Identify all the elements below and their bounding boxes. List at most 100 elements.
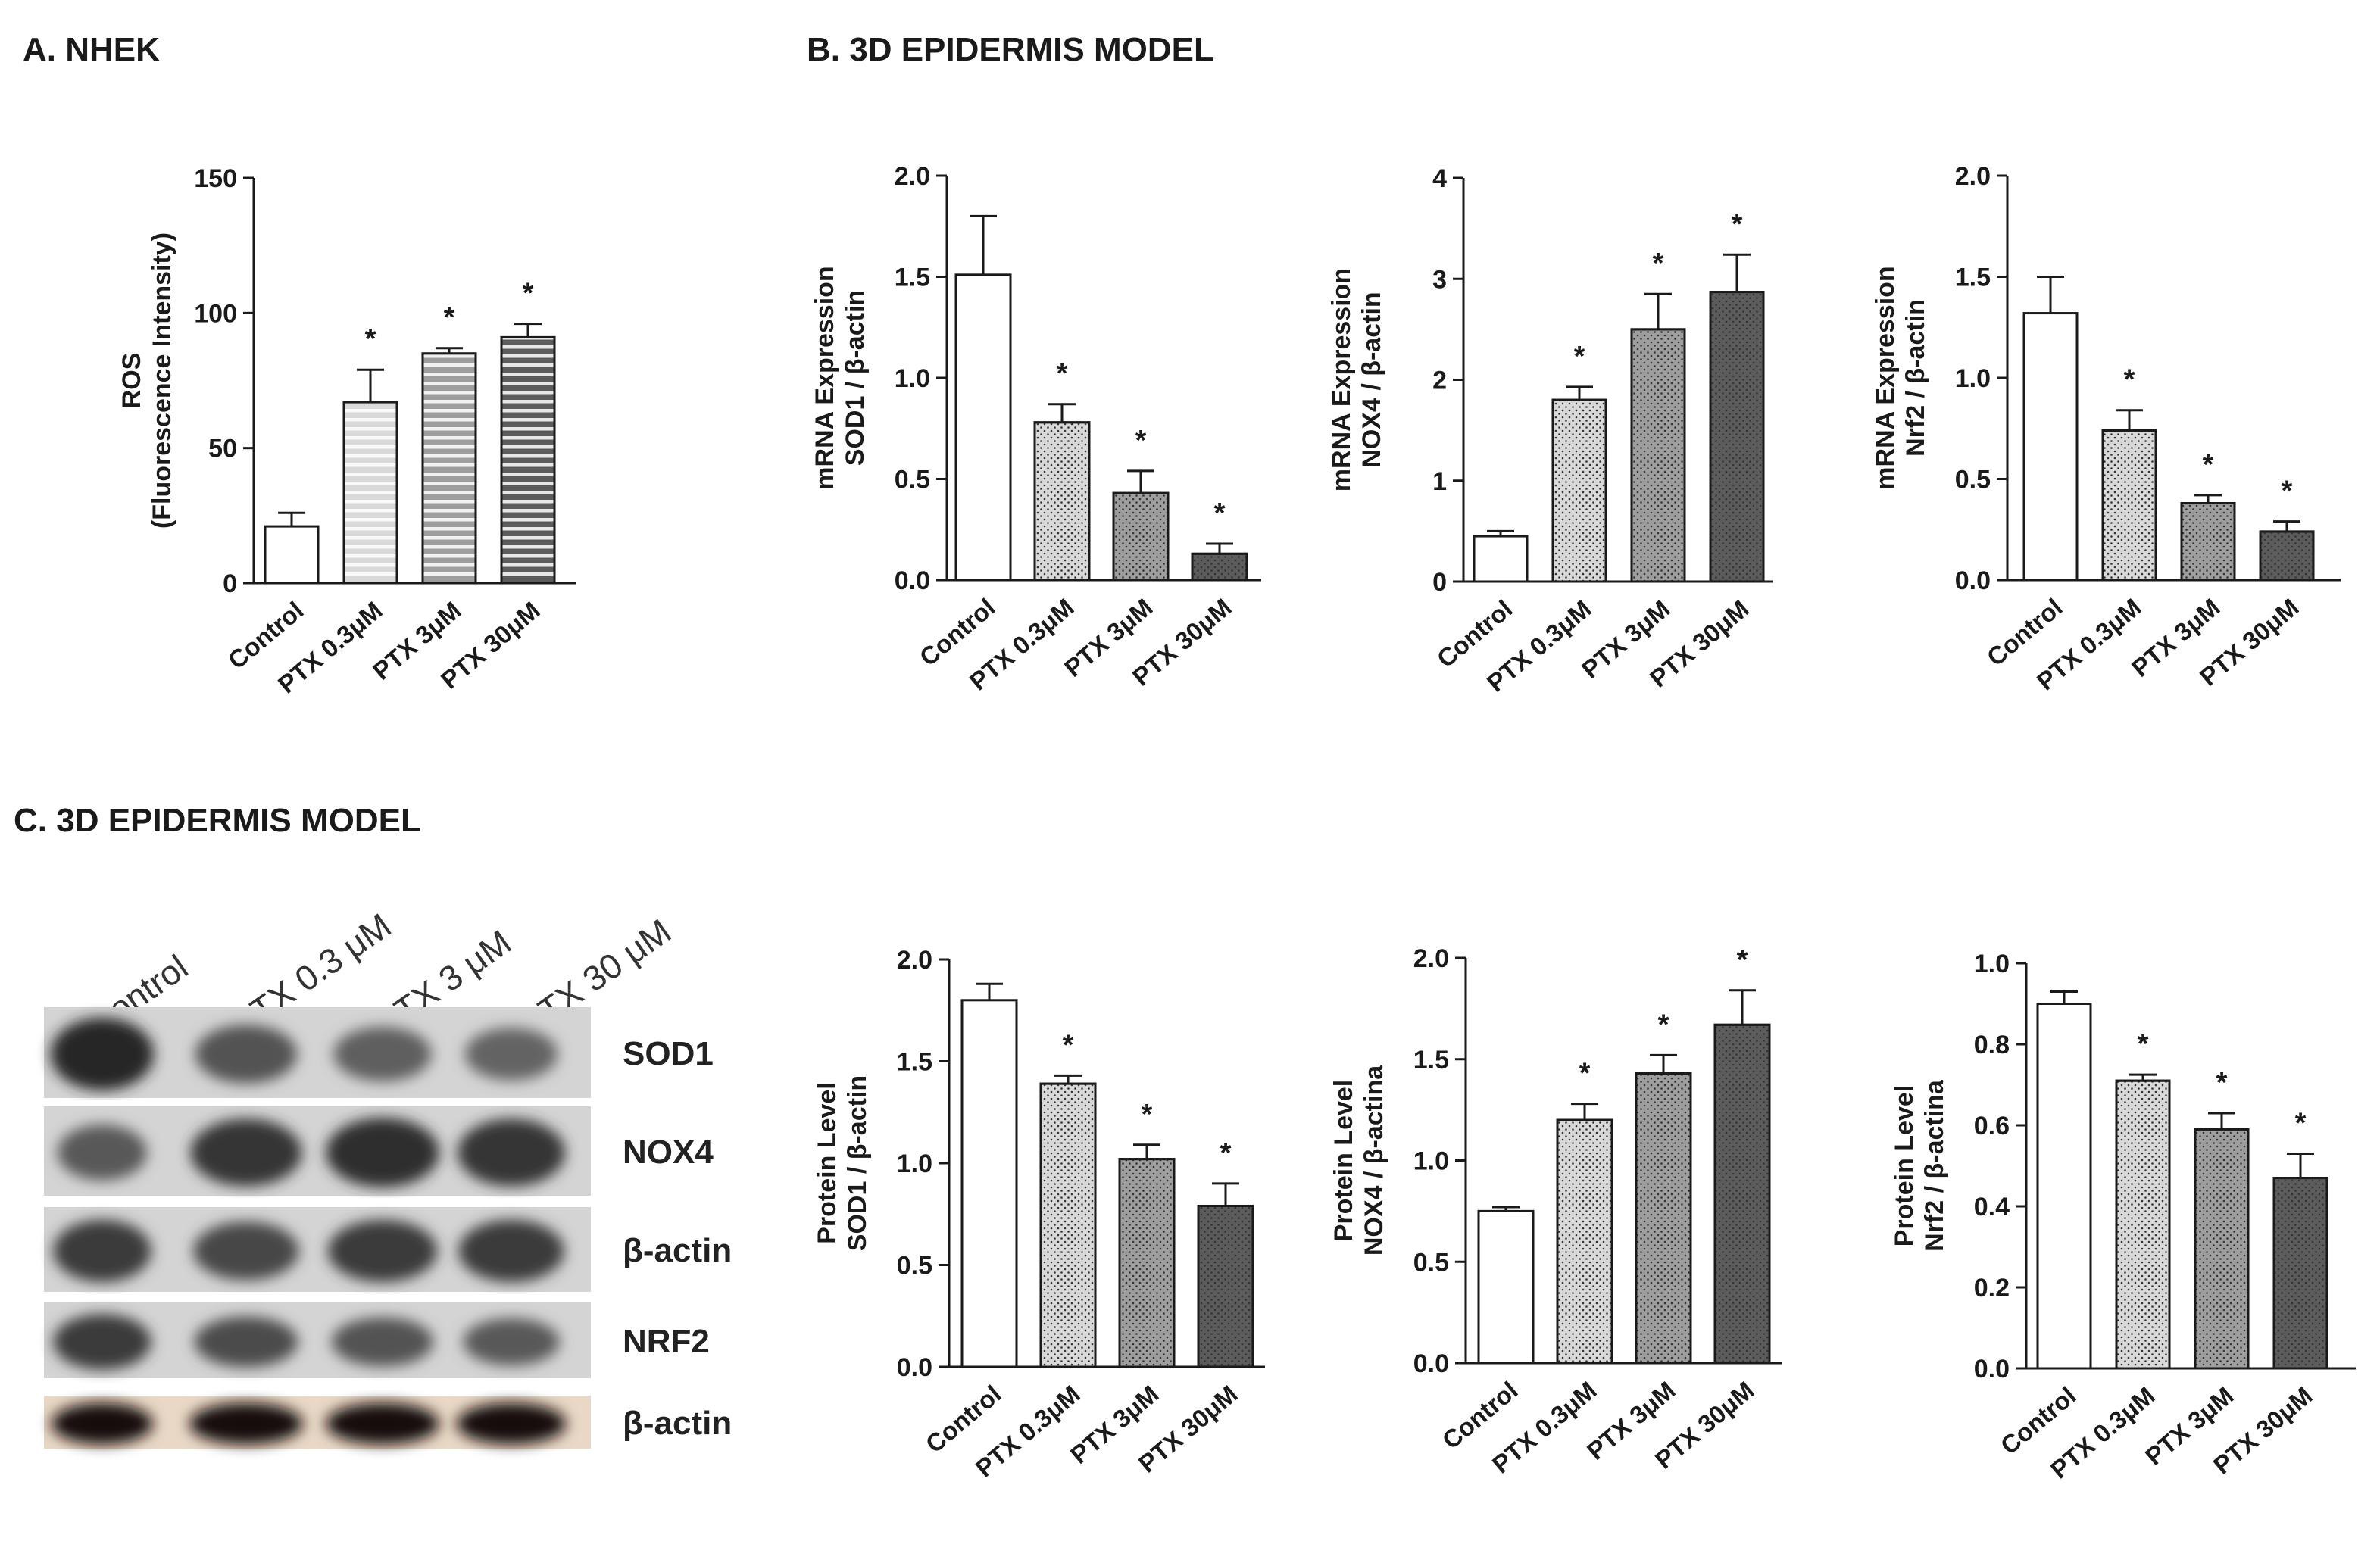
y-axis-label-2: SOD1 / β-actin <box>841 290 870 466</box>
blot-band <box>194 1316 298 1368</box>
y-axis-label: mRNA Expression <box>811 266 839 489</box>
y-tick-label: 2.0 <box>1413 944 1449 973</box>
significance-marker: * <box>2282 476 2293 507</box>
y-tick-label: 1.0 <box>1955 364 1991 393</box>
y-tick-label: 150 <box>194 164 237 193</box>
significance-marker: * <box>1214 498 1226 529</box>
blot-separator <box>44 1198 591 1204</box>
chart-nox4_protein: 0.0 0.5 1.0 1.5 2.0 Protein Level NOX4 / β-act… <box>1329 944 1782 1479</box>
y-axis-label-2: (Fluorescence Intensity) <box>148 232 176 529</box>
blot-band <box>190 1118 302 1187</box>
bar-pattern <box>421 352 477 585</box>
bar-pattern <box>2115 1079 2171 1370</box>
y-tick-label: 0.4 <box>1974 1193 2010 1221</box>
bar-pattern <box>1635 1072 1692 1365</box>
blot-band <box>463 1318 560 1366</box>
chart-sod1_protein: 0.0 0.5 1.0 1.5 2.0 Protein Level SOD1 / β-act… <box>813 946 1265 1483</box>
bar-pattern <box>1551 398 1607 583</box>
blot-band <box>53 1314 151 1370</box>
blot-row-4: β-actin <box>44 1396 732 1449</box>
significance-marker: * <box>523 278 534 310</box>
bar <box>1473 535 1529 583</box>
significance-marker: * <box>1653 248 1664 279</box>
bar <box>954 273 1012 582</box>
bar <box>264 525 320 585</box>
blot-row-2: β-actin <box>44 1207 732 1292</box>
y-axis-label: Protein Level <box>813 1082 842 1244</box>
significance-marker: * <box>2203 449 2214 481</box>
y-tick-label: 0.5 <box>1955 466 1991 494</box>
blot-band <box>331 1317 434 1367</box>
panel-c-title: C. 3D EPIDERMIS MODEL <box>14 802 421 839</box>
y-tick-label: 1.5 <box>1413 1046 1449 1075</box>
blot-band <box>57 1125 148 1181</box>
blot-separator <box>44 1294 591 1300</box>
y-axis-label: Protein Level <box>1890 1085 1919 1247</box>
blot-band <box>53 1219 151 1283</box>
chart-nrf2_protein: 0.0 0.2 0.4 0.6 0.8 1.0 Protein Level Nrf2 / β-… <box>1890 950 2356 1484</box>
y-tick-label: 1.5 <box>897 1048 932 1077</box>
blot-band <box>464 1028 558 1081</box>
bar-pattern <box>1118 1158 1176 1368</box>
y-tick-label: 0 <box>1432 568 1447 597</box>
bar-pattern <box>2194 1128 2250 1370</box>
significance-marker: * <box>2216 1067 2228 1099</box>
blot-row-3: NRF2 <box>44 1302 710 1378</box>
blot-protein-label: β-actin <box>623 1405 732 1442</box>
bar-pattern <box>1112 491 1170 582</box>
blot-separator <box>44 1100 591 1106</box>
bar-pattern <box>1709 291 1765 583</box>
y-tick-label: 0.2 <box>1974 1274 2010 1302</box>
y-tick-label: 50 <box>208 435 237 463</box>
y-tick-label: 1.0 <box>895 364 930 393</box>
bar <box>2022 312 2079 582</box>
significance-marker: * <box>1658 1009 1669 1040</box>
y-tick-label: 0.5 <box>895 466 930 494</box>
chart-nrf2_mrna: 0.0 0.5 1.0 1.5 2.0 mRNA Expression Nrf2 / β-a… <box>1871 162 2341 696</box>
y-tick-label: 0.0 <box>1974 1355 2010 1383</box>
chart-sod1_mrna: 0.0 0.5 1.0 1.5 2.0 mRNA Expression SOD1 / β-a… <box>811 162 1261 696</box>
blot-row-1: NOX4 <box>44 1106 714 1196</box>
panel-b-title: B. 3D EPIDERMIS MODEL <box>807 31 1214 68</box>
bar-pattern <box>2180 502 2236 582</box>
bar-pattern <box>1033 421 1091 582</box>
blot-protein-label: NOX4 <box>623 1134 714 1171</box>
blot-row-0: SOD1 <box>44 1007 714 1098</box>
bar-pattern <box>2259 530 2315 582</box>
blot-band <box>327 1219 438 1283</box>
bar <box>1477 1209 1535 1365</box>
significance-marker: * <box>1732 208 1743 240</box>
significance-marker: * <box>1142 1099 1153 1131</box>
y-axis-label: mRNA Expression <box>1871 266 1900 489</box>
bar-pattern <box>500 335 556 585</box>
y-tick-label: 3 <box>1432 265 1447 294</box>
y-tick-label: 0.0 <box>1413 1349 1449 1378</box>
y-tick-label: 0.0 <box>895 566 930 595</box>
y-axis-label: Protein Level <box>1329 1080 1358 1242</box>
y-axis-label-2: NOX4 / β-actina <box>1360 1065 1388 1256</box>
y-tick-label: 1.0 <box>1413 1147 1449 1176</box>
blot-band <box>458 1219 564 1283</box>
y-tick-label: 0.5 <box>897 1252 932 1281</box>
y-tick-label: 0.5 <box>1413 1248 1449 1277</box>
y-tick-label: 2.0 <box>1955 162 1991 191</box>
blot-protein-label: β-actin <box>623 1232 732 1269</box>
bar-pattern <box>1191 552 1248 582</box>
y-axis-label-2: Nrf2 / β-actina <box>1920 1079 1949 1252</box>
bar <box>960 999 1018 1368</box>
significance-marker: * <box>444 302 455 334</box>
y-axis-label-2: Nrf2 / β-actin <box>1901 299 1930 457</box>
bar-pattern <box>1630 328 1686 583</box>
y-tick-label: 2 <box>1432 367 1447 395</box>
y-tick-label: 1.0 <box>897 1150 932 1178</box>
y-tick-label: 0 <box>223 569 237 598</box>
significance-marker: * <box>2295 1107 2307 1139</box>
y-axis-label-2: SOD1 / β-actin <box>843 1075 872 1251</box>
blot-band <box>193 1221 299 1281</box>
blot-band <box>333 1026 432 1082</box>
significance-marker: * <box>2124 364 2135 396</box>
panel-a-title: A. NHEK <box>23 31 160 68</box>
y-axis-label: mRNA Expression <box>1327 268 1356 491</box>
